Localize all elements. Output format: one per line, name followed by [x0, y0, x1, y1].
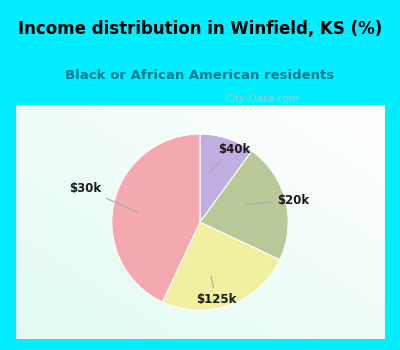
Text: $30k: $30k [69, 182, 138, 212]
Wedge shape [200, 134, 252, 222]
Text: $40k: $40k [209, 144, 250, 172]
Text: Income distribution in Winfield, KS (%): Income distribution in Winfield, KS (%) [18, 20, 382, 38]
Text: $20k: $20k [247, 194, 310, 207]
Wedge shape [112, 134, 200, 302]
Wedge shape [162, 222, 280, 310]
Wedge shape [200, 151, 288, 260]
Text: Black or African American residents: Black or African American residents [66, 69, 334, 82]
Text: City-Data.com: City-Data.com [225, 94, 299, 104]
Text: $125k: $125k [196, 276, 236, 306]
